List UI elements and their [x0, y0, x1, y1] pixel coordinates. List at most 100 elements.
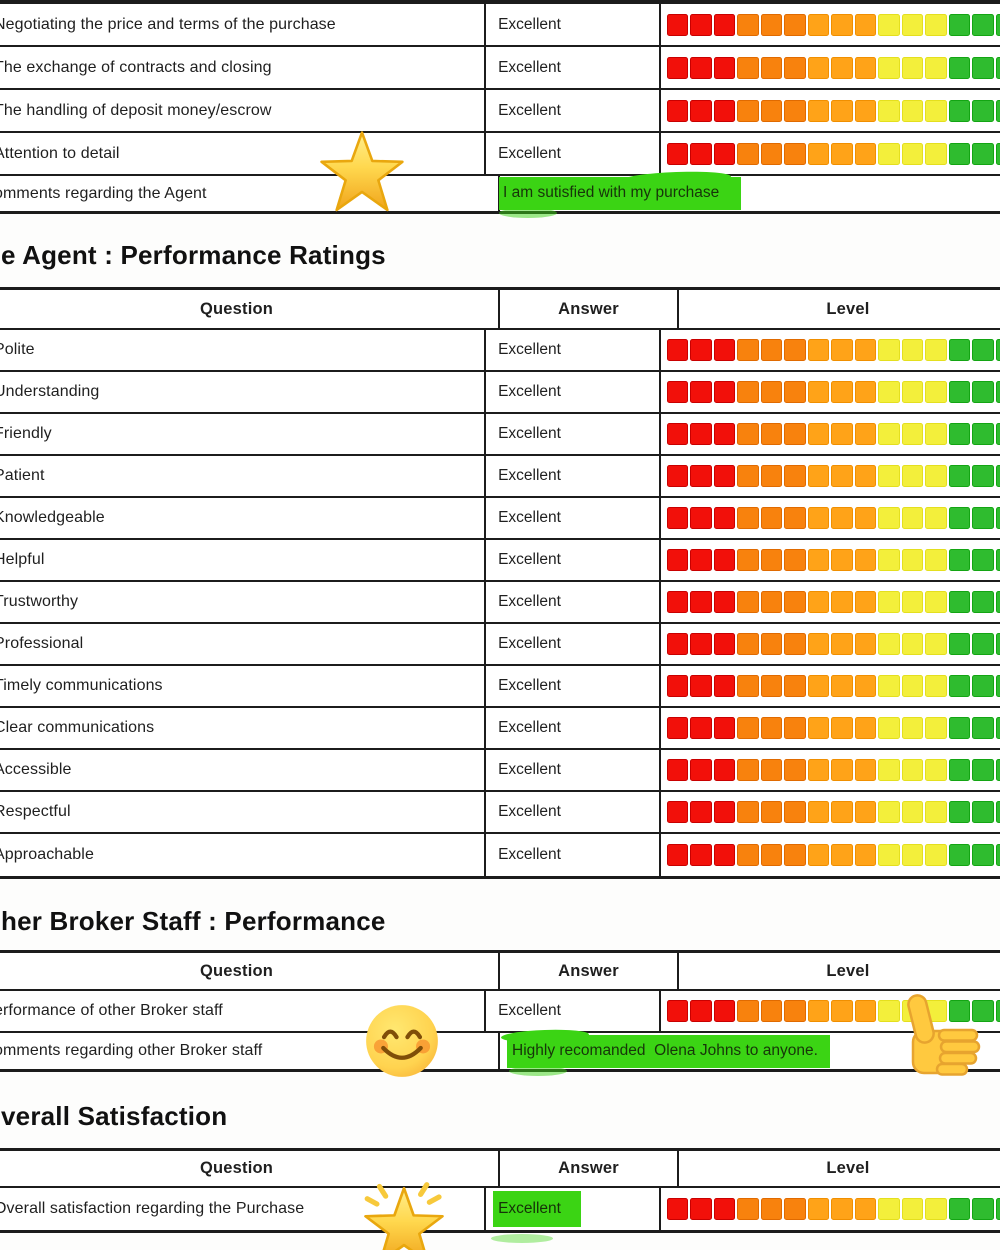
rating-square-orange — [784, 633, 806, 655]
rating-bar — [666, 423, 1000, 445]
question-text: erformance of other Broker staff — [0, 1002, 223, 1019]
question-cell: Overall satisfaction regarding the Purch… — [0, 1188, 484, 1230]
rating-square-light-orange — [854, 142, 876, 165]
rating-square-green — [995, 507, 1000, 529]
rating-square-red — [666, 423, 688, 445]
question-text: Patient — [0, 467, 45, 484]
rating-square-red — [713, 591, 735, 613]
rating-square-yellow — [901, 549, 923, 571]
rating-square-red — [690, 675, 712, 697]
level-cell — [658, 47, 1000, 88]
header-level-label: Level — [826, 1159, 870, 1177]
rating-square-red — [666, 549, 688, 571]
rating-square-red — [713, 844, 735, 866]
rating-square-yellow — [925, 591, 947, 613]
answer-text: Excellent — [498, 101, 561, 119]
header-question-cell: Question — [0, 290, 498, 328]
answer-cell: Excellent — [484, 540, 658, 580]
answer-cell: Excellent — [484, 133, 658, 174]
answer-text: Excellent — [498, 467, 561, 484]
rating-square-green — [948, 1198, 970, 1220]
rating-square-yellow — [925, 142, 947, 165]
rating-square-orange — [737, 759, 759, 781]
rating-square-orange — [784, 13, 806, 36]
header-level-cell: Level — [677, 1151, 1000, 1186]
rating-square-yellow — [901, 99, 923, 122]
rating-square-orange — [737, 675, 759, 697]
rating-square-red — [666, 13, 688, 36]
rating-square-yellow — [925, 675, 947, 697]
question-text: Helpful — [0, 551, 45, 568]
header-answer-cell: Answer — [498, 953, 677, 989]
rating-square-green — [972, 1000, 994, 1022]
rating-square-yellow — [925, 1198, 947, 1220]
rating-square-light-orange — [831, 381, 853, 403]
rating-square-light-orange — [854, 675, 876, 697]
rating-bar — [666, 465, 1000, 487]
rating-square-red — [713, 633, 735, 655]
rating-bar — [666, 675, 1000, 697]
header-answer-cell: Answer — [498, 1151, 677, 1186]
rating-square-yellow — [878, 142, 900, 165]
answer-text: Excellent — [498, 551, 561, 568]
rating-square-green — [972, 844, 994, 866]
level-cell — [658, 456, 1000, 496]
rating-square-light-orange — [854, 13, 876, 36]
table-agent_top: Negotiating the price and terms of the p… — [0, 0, 1000, 218]
rating-square-yellow — [925, 549, 947, 571]
rating-square-red — [666, 717, 688, 739]
rating-square-green — [948, 339, 970, 361]
rating-square-yellow — [901, 591, 923, 613]
answer-text: Excellent — [498, 15, 561, 33]
rating-square-red — [690, 56, 712, 79]
rating-square-light-orange — [854, 99, 876, 122]
rating-bar — [666, 142, 1000, 165]
rating-square-green — [995, 801, 1000, 823]
rating-square-orange — [737, 591, 759, 613]
rating-square-light-orange — [854, 591, 876, 613]
rating-square-yellow — [878, 507, 900, 529]
table-row: Helpful Excellent — [0, 540, 1000, 582]
rating-square-red — [690, 339, 712, 361]
rating-square-red — [713, 675, 735, 697]
question-cell: Attention to detail — [0, 133, 484, 174]
rating-square-yellow — [925, 507, 947, 529]
answer-text: Excellent — [498, 383, 561, 400]
rating-bar — [666, 1000, 1000, 1022]
rating-square-red — [666, 675, 688, 697]
question-cell: Polite — [0, 330, 484, 370]
rating-square-orange — [737, 99, 759, 122]
rating-square-yellow — [878, 675, 900, 697]
rating-square-orange — [784, 339, 806, 361]
rating-square-red — [666, 381, 688, 403]
table-row: Trustworthy Excellent — [0, 582, 1000, 624]
rating-square-orange — [737, 13, 759, 36]
rating-bar — [666, 339, 1000, 361]
rating-square-yellow — [925, 717, 947, 739]
header-answer-cell: Answer — [498, 290, 677, 328]
rating-square-orange — [737, 423, 759, 445]
rating-square-orange — [784, 56, 806, 79]
table-row: Overall satisfaction regarding the Purch… — [0, 1188, 1000, 1243]
rating-square-red — [690, 633, 712, 655]
question-text: Friendly — [0, 425, 52, 442]
question-text: Understanding — [0, 383, 100, 400]
rating-square-orange — [737, 142, 759, 165]
rating-square-yellow — [925, 633, 947, 655]
rating-square-light-orange — [807, 142, 829, 165]
rating-square-green — [972, 381, 994, 403]
rating-square-light-orange — [807, 465, 829, 487]
header-answer-label: Answer — [558, 1159, 619, 1177]
rating-square-yellow — [901, 759, 923, 781]
rating-square-orange — [784, 591, 806, 613]
rating-square-green — [972, 423, 994, 445]
table-row: Accessible Excellent — [0, 750, 1000, 792]
rating-square-light-orange — [854, 633, 876, 655]
rating-square-yellow — [925, 844, 947, 866]
question-text: omments regarding the Agent — [0, 184, 207, 202]
rating-square-light-orange — [807, 507, 829, 529]
rating-square-light-orange — [807, 844, 829, 866]
rating-square-red — [713, 142, 735, 165]
answer-text: Excellent — [498, 58, 561, 76]
answer-cell: Excellent — [484, 1188, 658, 1243]
